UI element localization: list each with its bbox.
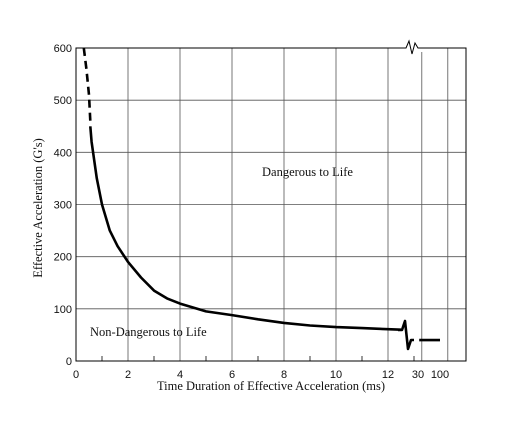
y-tick-labels: 0 100 200 300 400 500 600 [54,43,72,368]
x-tick-label: 100 [431,369,449,381]
y-tick-label: 100 [54,304,72,316]
curves [82,47,440,342]
series-line-0 [82,47,92,122]
x-tick-label: 30 [412,369,424,381]
axis-break-mark [402,39,424,55]
x-tick-label: 8 [281,369,287,381]
series-line-1 [89,126,402,331]
x-tick-label: 2 [125,369,131,381]
curve-break-mark [398,319,414,351]
x-tick-labels: 0 2 4 6 8 10 12 30 100 [73,369,449,381]
y-tick-label: 600 [54,43,72,55]
annotation-non-dangerous: Non-Dangerous to Life [90,325,207,339]
y-tick-label: 200 [54,252,72,264]
y-tick-label: 400 [54,147,72,159]
y-axis-label: Effective Acceleration (G's) [31,138,45,277]
axis-break-mask [402,42,424,52]
grid [76,48,466,361]
y-tick-label: 300 [54,200,72,212]
plot-frame [75,47,467,362]
x-tick-label: 4 [177,369,183,381]
x-tick-label: 12 [382,369,394,381]
y-tick-label: 0 [66,356,72,368]
annotation-dangerous: Dangerous to Life [262,165,353,179]
x-tick-label: 0 [73,369,79,381]
x-axis-label: Time Duration of Effective Acceleration … [157,379,385,393]
x-tick-label: 6 [229,369,235,381]
x-tick-label: 10 [330,369,342,381]
y-tick-label: 500 [54,95,72,107]
